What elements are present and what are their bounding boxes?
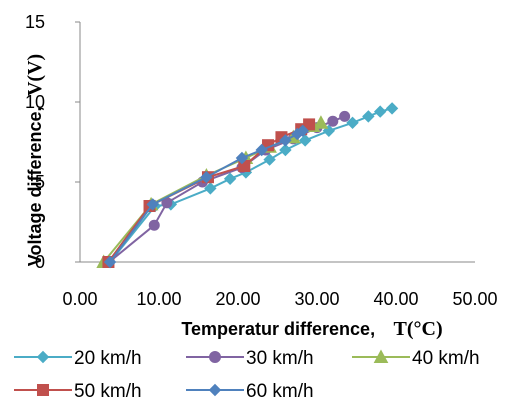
data-point	[327, 115, 339, 127]
data-point	[209, 351, 221, 363]
data-point	[346, 116, 359, 130]
data-point	[36, 350, 50, 364]
legend: 20 km/h 30 km/h 40 km/h 50 km/h 60 km/h	[14, 348, 480, 402]
series-5	[103, 124, 309, 269]
data-point	[279, 143, 292, 157]
data-point	[208, 383, 222, 397]
data-point	[298, 134, 312, 147]
y-axis-title: Voltage difference, V(V)	[24, 54, 46, 266]
y-tick-label: 10	[25, 92, 45, 112]
x-tick-label: 20.00	[215, 289, 260, 309]
data-point	[313, 115, 329, 129]
legend-item: 40 km/h	[352, 348, 480, 369]
data-point	[263, 153, 276, 166]
y-axis-unit: V(V)	[24, 54, 46, 96]
series-2	[103, 110, 351, 268]
legend-label: 50 km/h	[74, 381, 142, 402]
data-point	[373, 349, 389, 363]
legend-label: 60 km/h	[246, 381, 314, 402]
data-point	[303, 118, 316, 131]
legend-item: 30 km/h	[186, 348, 314, 369]
data-point	[146, 198, 159, 211]
axes	[79, 22, 475, 263]
data-point	[279, 134, 292, 147]
data-point	[223, 172, 237, 186]
data-point	[385, 102, 399, 115]
data-point	[339, 110, 351, 122]
x-axis-unit: T(°C)	[394, 318, 443, 340]
legend-label: 40 km/h	[412, 348, 480, 369]
x-axis-label: Temperatur difference,	[181, 319, 375, 339]
x-axis-title: Temperatur difference, T(°C)	[181, 318, 442, 340]
series-line	[109, 107, 393, 263]
series-1	[103, 102, 399, 269]
x-axis-ticks: 0.00 10.00 20.00 30.00 40.00 50.00	[62, 289, 497, 309]
data-point	[37, 384, 49, 396]
data-point	[200, 170, 213, 184]
legend-item: 60 km/h	[186, 381, 314, 402]
y-tick-label: 5	[35, 172, 45, 192]
data-point	[148, 219, 160, 231]
data-point	[373, 105, 387, 118]
data-point	[362, 110, 375, 123]
y-axis-label: Voltage difference,	[25, 106, 45, 266]
x-tick-label: 30.00	[294, 289, 339, 309]
legend-label: 20 km/h	[74, 348, 142, 369]
data-point	[296, 124, 309, 138]
x-tick-label: 40.00	[373, 289, 418, 309]
data-point	[103, 255, 117, 269]
legend-item: 50 km/h	[14, 381, 142, 402]
x-tick-label: 10.00	[136, 289, 181, 309]
x-tick-label: 0.00	[62, 289, 97, 309]
series-layer	[96, 102, 399, 269]
y-tick-label: 15	[25, 12, 45, 32]
data-point	[204, 182, 217, 195]
legend-item: 20 km/h	[14, 348, 142, 369]
data-point	[235, 151, 249, 165]
x-tick-label: 50.00	[452, 289, 497, 309]
legend-label: 30 km/h	[246, 348, 314, 369]
y-tick-label: 0	[35, 252, 45, 272]
data-point	[255, 143, 268, 157]
y-axis-ticks: 0 5 10 15	[25, 12, 80, 272]
